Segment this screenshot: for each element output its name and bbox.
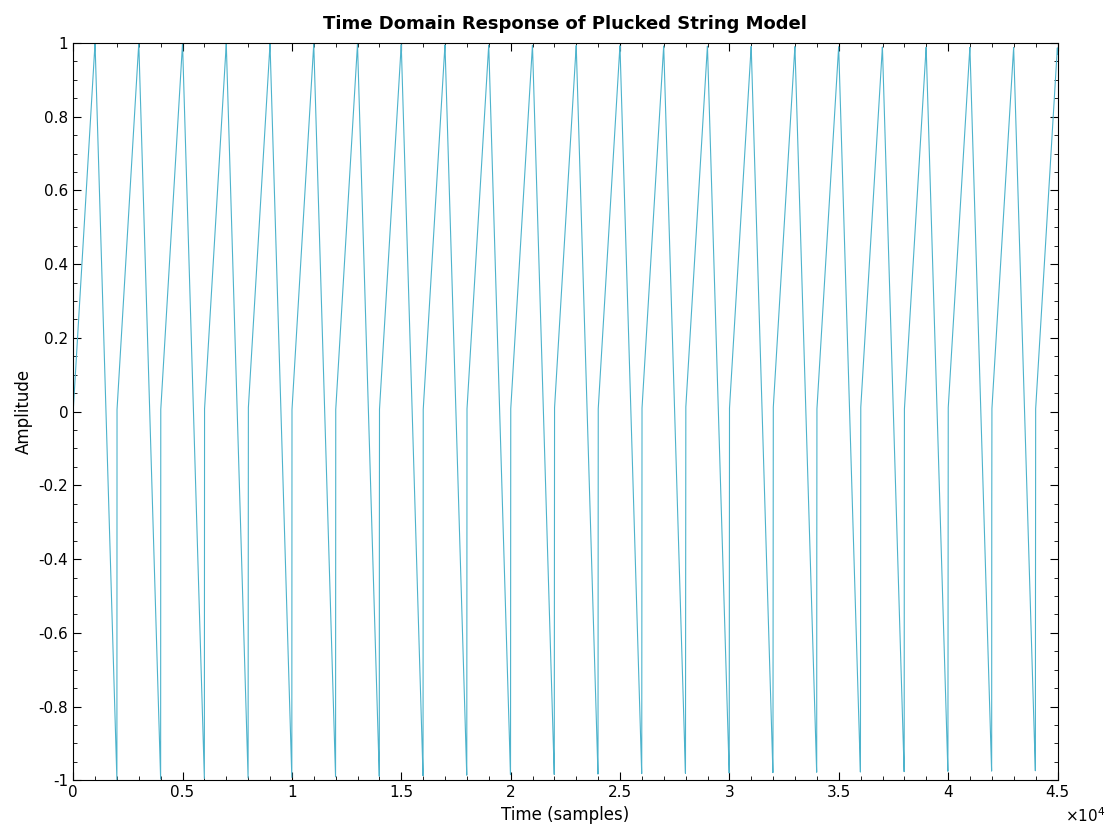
Y-axis label: Amplitude: Amplitude <box>15 369 32 454</box>
Text: $\times10^4$: $\times10^4$ <box>1064 806 1105 825</box>
X-axis label: Time (samples): Time (samples) <box>502 806 629 824</box>
Title: Time Domain Response of Plucked String Model: Time Domain Response of Plucked String M… <box>324 15 808 33</box>
